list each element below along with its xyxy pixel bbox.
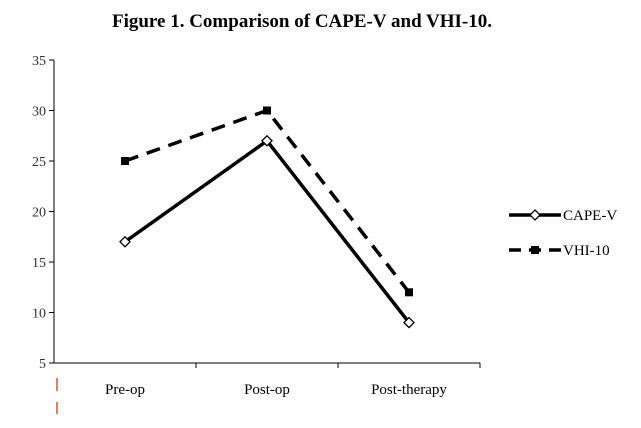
data-point-vhi-10	[121, 157, 129, 165]
data-point-vhi-10	[405, 288, 413, 297]
x-tick-label: Post-therapy	[371, 382, 447, 398]
y-tick-label: 35	[32, 54, 46, 69]
y-tick-label: 15	[32, 256, 46, 271]
data-point-cape-v	[261, 134, 273, 147]
legend-label: VHI-10	[563, 243, 610, 259]
legend-marker	[531, 246, 539, 254]
series-line-cape-v	[123, 139, 411, 324]
legend: CAPE-V VHI-10	[509, 208, 617, 259]
legend-marker	[529, 209, 541, 221]
y-tick-label: 10	[32, 307, 46, 322]
data-point-vhi-10	[263, 106, 271, 115]
data-point-cape-v	[119, 235, 131, 248]
axes: 5 10 15 20 25 30 35 Pre-op Post-op Post-therapy	[32, 54, 481, 414]
legend-label: CAPE-V	[563, 208, 617, 224]
y-tick-label: 20	[32, 206, 46, 221]
chart-title: Figure 1. Comparison of CAPE-V and VHI-1…	[112, 11, 492, 32]
x-tick-label: Pre-op	[105, 382, 145, 398]
data-point-cape-v	[403, 316, 415, 329]
x-tick-label: Post-op	[244, 382, 290, 398]
y-tick-label: 30	[32, 105, 46, 120]
y-tick-label: 5	[39, 357, 46, 372]
y-tick-label: 25	[32, 155, 46, 170]
series-layer	[119, 106, 415, 329]
